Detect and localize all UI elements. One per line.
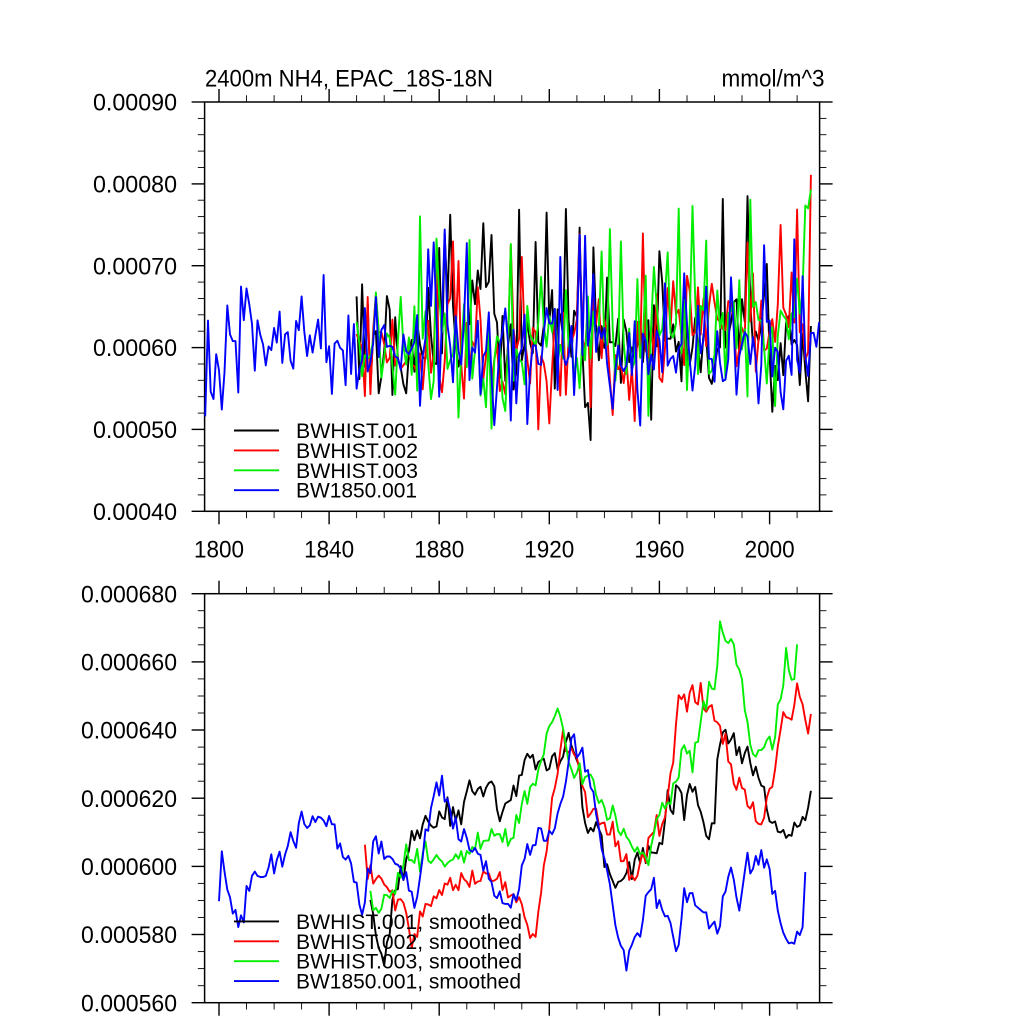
svg-text:0.00040: 0.00040 <box>93 499 177 526</box>
svg-text:0.00080: 0.00080 <box>93 172 177 199</box>
svg-text:BWHIST.002: BWHIST.002 <box>296 440 418 463</box>
svg-text:0.000600: 0.000600 <box>81 854 177 881</box>
svg-text:0.00050: 0.00050 <box>93 417 177 444</box>
svg-text:BW1850.001, smoothed: BW1850.001, smoothed <box>296 971 521 994</box>
svg-text:mmol/m^3: mmol/m^3 <box>722 66 825 93</box>
svg-text:0.000680: 0.000680 <box>81 581 177 608</box>
svg-text:0.00060: 0.00060 <box>93 335 177 362</box>
svg-text:0.00090: 0.00090 <box>93 90 177 117</box>
svg-text:BWHIST.003: BWHIST.003 <box>296 460 418 483</box>
svg-text:BWHIST.003, smoothed: BWHIST.003, smoothed <box>296 951 522 974</box>
svg-text:0.00070: 0.00070 <box>93 253 177 280</box>
svg-text:1920: 1920 <box>524 537 574 564</box>
svg-text:BWHIST.001, smoothed: BWHIST.001, smoothed <box>296 911 522 934</box>
svg-text:0.000660: 0.000660 <box>81 650 177 677</box>
svg-text:BWHIST.002, smoothed: BWHIST.002, smoothed <box>296 931 522 954</box>
svg-text:2000: 2000 <box>745 537 795 564</box>
svg-text:0.000620: 0.000620 <box>81 786 177 813</box>
svg-text:2400m NH4, EPAC_18S-18N: 2400m NH4, EPAC_18S-18N <box>205 66 493 93</box>
svg-text:BWHIST.001: BWHIST.001 <box>296 420 418 443</box>
svg-text:1800: 1800 <box>194 537 244 564</box>
svg-text:1840: 1840 <box>304 537 354 564</box>
svg-text:BW1850.001: BW1850.001 <box>296 480 417 503</box>
svg-text:0.000560: 0.000560 <box>81 990 177 1017</box>
svg-text:1880: 1880 <box>414 537 464 564</box>
svg-text:0.000640: 0.000640 <box>81 718 177 745</box>
svg-text:1960: 1960 <box>634 537 684 564</box>
svg-text:0.000580: 0.000580 <box>81 922 177 949</box>
